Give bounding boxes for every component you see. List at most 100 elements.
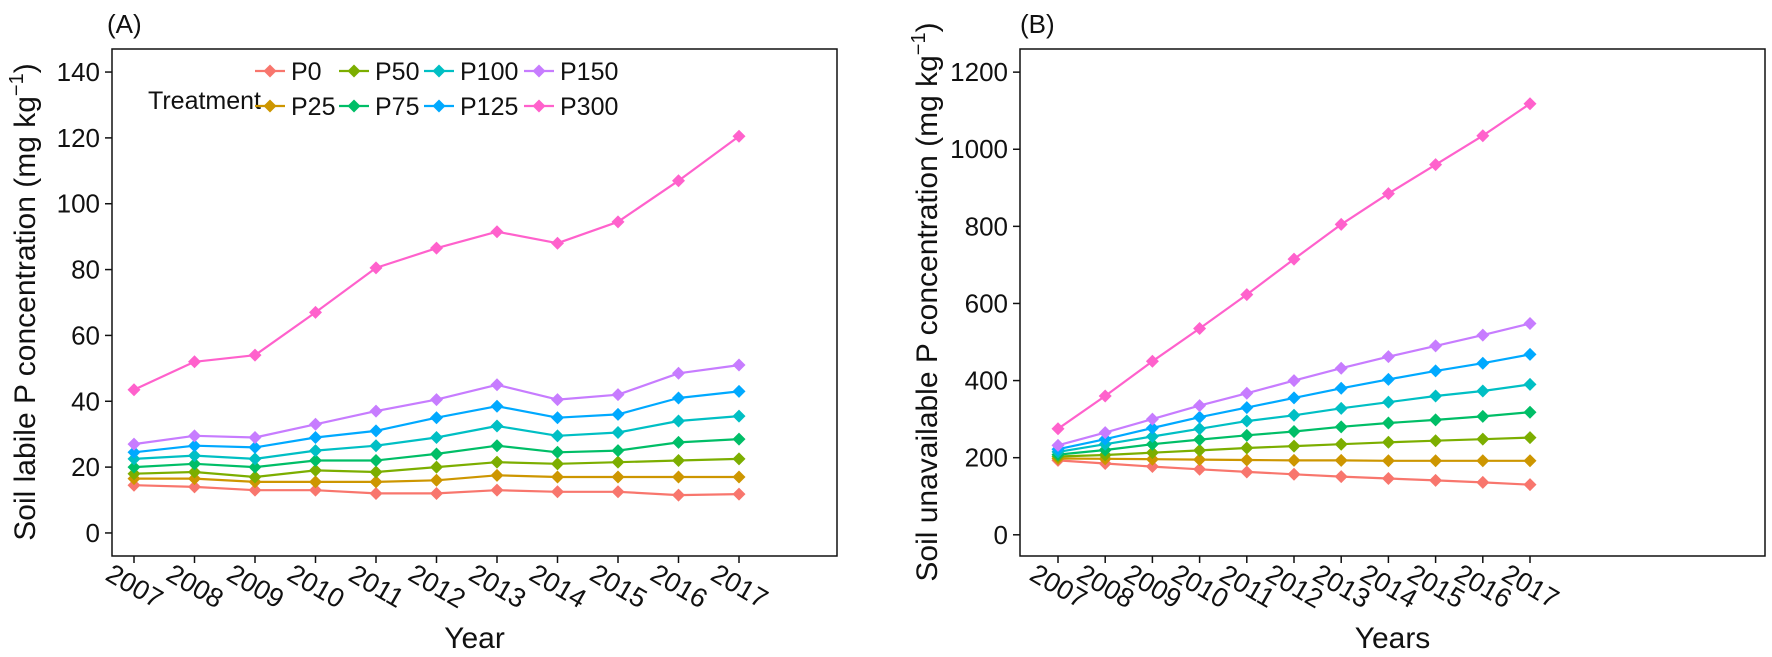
panel-b-point-p150 bbox=[1240, 386, 1254, 400]
panel-a-point-p150 bbox=[732, 358, 746, 372]
panel-b-point-p100 bbox=[1334, 401, 1348, 415]
panel-a-point-p25 bbox=[430, 473, 443, 487]
panel-b-point-p75 bbox=[1287, 424, 1301, 438]
panel-a-point-p100 bbox=[732, 409, 746, 423]
panel-b-y-axis-title-close: ) bbox=[911, 22, 944, 32]
panel-b-point-p125 bbox=[1429, 364, 1443, 378]
panel-a-point-p100 bbox=[188, 449, 201, 463]
panel-b-point-p0 bbox=[1145, 460, 1159, 474]
panel-b-point-p0 bbox=[1476, 475, 1490, 489]
panel-a-point-p300 bbox=[732, 129, 746, 143]
panel-b-point-p100 bbox=[1476, 384, 1490, 398]
panel-b-point-p50 bbox=[1523, 431, 1537, 445]
legend-key-marker-p0 bbox=[263, 64, 277, 78]
panel-b-point-p25 bbox=[1287, 453, 1301, 467]
panel-a-point-p125 bbox=[672, 391, 685, 405]
panel-a-y-axis: 0 20 40 60 80 100 120 140 bbox=[57, 57, 112, 548]
panel-b-point-p100 bbox=[1287, 408, 1301, 422]
panel-a-point-p100 bbox=[309, 444, 322, 458]
panel-a-y-axis-title-close: ) bbox=[9, 63, 42, 73]
panel-a-y-tick-label: 40 bbox=[71, 386, 100, 416]
panel-a-point-p100 bbox=[672, 414, 685, 428]
panel-a-y-axis-title-main: Soil labile P concentration (mg kg bbox=[9, 96, 42, 541]
panel-b-point-p100 bbox=[1193, 422, 1207, 436]
panel-b-point-p300 bbox=[1429, 158, 1443, 172]
panel-a-point-p300 bbox=[490, 225, 504, 239]
panel-b-point-p125 bbox=[1523, 347, 1537, 361]
panel-b-point-p50 bbox=[1476, 432, 1490, 446]
panel-a-point-p75 bbox=[309, 454, 322, 468]
panel-a-y-axis-title-superscript: −1 bbox=[6, 73, 28, 96]
panel-b-point-p0 bbox=[1523, 478, 1537, 492]
panel-a-point-p300 bbox=[611, 215, 625, 229]
panel-a-point-p75 bbox=[732, 432, 746, 446]
panel-a-point-p50 bbox=[309, 463, 322, 477]
panel-b-point-p150 bbox=[1429, 339, 1443, 353]
panel-a-point-p150 bbox=[188, 429, 201, 443]
panel-a-point-p25 bbox=[732, 470, 746, 484]
panel-a-point-p75 bbox=[551, 445, 564, 459]
panel-a-point-p125 bbox=[611, 407, 625, 421]
panel-a-series bbox=[127, 129, 746, 502]
panel-b-point-p150 bbox=[1287, 374, 1301, 388]
panel-a-y-tick-label: 140 bbox=[57, 57, 100, 87]
panel-a-point-p100 bbox=[551, 429, 564, 443]
legend-items: P0 P25 P50 P75 P100 P125 P150 P300 bbox=[255, 58, 618, 121]
panel-b-point-p25 bbox=[1334, 453, 1348, 467]
panel-b-point-p300 bbox=[1334, 217, 1348, 231]
panel-a-point-p150 bbox=[248, 430, 262, 444]
panel-b-point-p125 bbox=[1098, 432, 1112, 446]
panel-a-point-p300 bbox=[127, 383, 141, 397]
panel-a-point-p100 bbox=[369, 439, 383, 453]
panel-a-point-p100 bbox=[248, 452, 262, 466]
panel-a-point-p0 bbox=[369, 486, 383, 500]
panel-b-y-tick-label: 0 bbox=[994, 520, 1008, 550]
panel-b-point-p25 bbox=[1193, 453, 1207, 467]
panel-a-point-p25 bbox=[672, 470, 685, 484]
panel-a-point-p0 bbox=[551, 485, 564, 499]
panel-a-point-p300 bbox=[430, 241, 443, 255]
panel-a-point-p0 bbox=[430, 486, 443, 500]
legend-label-p25: P25 bbox=[291, 93, 335, 121]
panel-a-point-p75 bbox=[369, 454, 383, 468]
legend-label-p75: P75 bbox=[375, 93, 419, 121]
panel-b-point-p75 bbox=[1429, 413, 1443, 427]
panel-a-y-tick-label: 120 bbox=[57, 123, 100, 153]
panel-a-point-p150 bbox=[611, 388, 625, 402]
panel-b-point-p150 bbox=[1098, 426, 1112, 440]
panel-b-point-p300 bbox=[1381, 187, 1395, 201]
panel-b-y-tick-label: 1200 bbox=[950, 57, 1008, 87]
panel-b-y-tick-label: 200 bbox=[965, 443, 1008, 473]
panel-b-point-p75 bbox=[1193, 433, 1207, 447]
panel-b-point-p25 bbox=[1145, 452, 1159, 466]
panel-a-point-p75 bbox=[127, 460, 141, 474]
panel-b-y-tick-label: 400 bbox=[965, 366, 1008, 396]
legend-key-marker-p25 bbox=[263, 99, 277, 113]
legend-label-p125: P125 bbox=[460, 93, 518, 121]
legend-key-marker-p50 bbox=[347, 64, 361, 78]
legend-key-marker-p75 bbox=[347, 99, 361, 113]
panel-b-y-axis-title-main: Soil unavailable P concentration (mg kg bbox=[911, 55, 944, 581]
panel-a-point-p50 bbox=[248, 470, 262, 484]
panel-a-point-p150 bbox=[430, 393, 443, 407]
panel-b-point-p300 bbox=[1240, 288, 1254, 302]
panel-a-point-p50 bbox=[188, 465, 201, 479]
panel-b-point-p50 bbox=[1381, 435, 1395, 449]
panel-b-point-p25 bbox=[1523, 454, 1537, 468]
panel-a-plot-frame bbox=[111, 48, 838, 557]
panel-b-point-p75 bbox=[1523, 405, 1537, 419]
panel-b-point-p50 bbox=[1287, 439, 1301, 453]
panel-b-point-p50 bbox=[1145, 446, 1159, 460]
panel-b-point-p100 bbox=[1240, 414, 1254, 428]
panel-a-point-p50 bbox=[430, 460, 443, 474]
panel-b-y-tick-label: 1000 bbox=[950, 134, 1008, 164]
panel-b-y-tick-label: 600 bbox=[965, 288, 1008, 318]
panel-b-point-p125 bbox=[1381, 372, 1395, 386]
panel-a-point-p25 bbox=[188, 472, 201, 486]
panel-a-point-p50 bbox=[732, 452, 746, 466]
panel-a-point-p75 bbox=[672, 435, 685, 449]
panel-a-point-p0 bbox=[611, 485, 625, 499]
legend: Treatment P0 P25 P50 P75 P100 P125 P150 P300 bbox=[148, 58, 618, 121]
legend-label-p150: P150 bbox=[560, 58, 618, 86]
panel-a-point-p150 bbox=[672, 366, 685, 380]
